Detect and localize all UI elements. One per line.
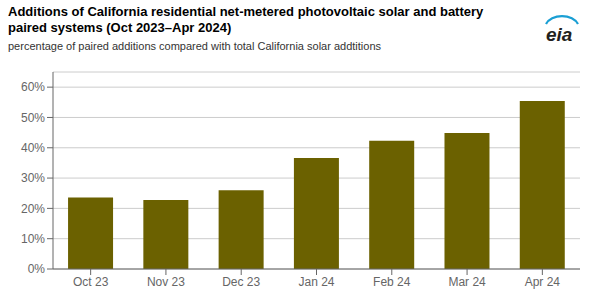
svg-text:Apr 24: Apr 24 — [525, 275, 561, 289]
svg-text:Feb 24: Feb 24 — [373, 275, 411, 289]
html-text:eia: eia — [546, 24, 573, 45]
svg-text:Mar 24: Mar 24 — [448, 275, 486, 289]
svg-text:Nov 23: Nov 23 — [147, 275, 185, 289]
svg-text:Dec 23: Dec 23 — [222, 275, 260, 289]
svg-text:Jan 24: Jan 24 — [298, 275, 334, 289]
svg-text:0%: 0% — [28, 262, 46, 276]
svg-text:40%: 40% — [21, 141, 45, 155]
html-text:percentage of paired additions: percentage of paired additions compared … — [8, 40, 381, 52]
svg-text:20%: 20% — [21, 202, 45, 216]
svg-text:60%: 60% — [21, 80, 45, 94]
html-text:Additions of California reside: Additions of California residential net-… — [8, 4, 484, 35]
svg-text:Oct 23: Oct 23 — [73, 275, 109, 289]
svg-text:50%: 50% — [21, 111, 45, 125]
svg-text:10%: 10% — [21, 232, 45, 246]
svg-text:30%: 30% — [21, 171, 45, 185]
